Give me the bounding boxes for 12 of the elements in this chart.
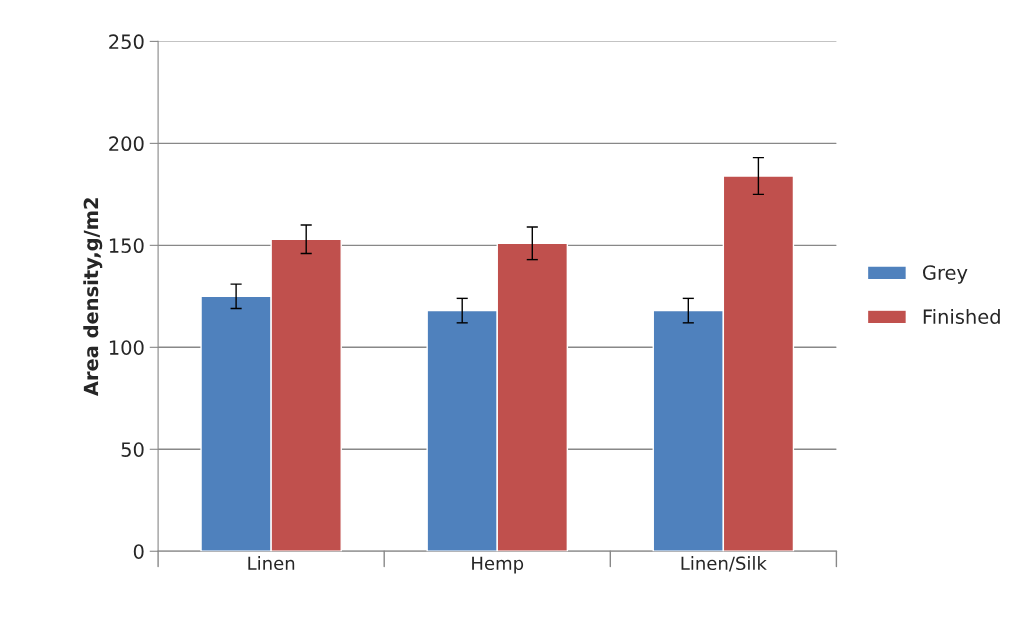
legend-label: Grey [923, 265, 968, 284]
x-tick-label: Linen/Silk [681, 556, 767, 572]
x-tick-label: Hemp [472, 556, 524, 574]
y-tick-label: 200 [109, 136, 144, 152]
y-tick-label: 100 [109, 340, 144, 355]
y-tick-label: 150 [109, 238, 144, 254]
x-tick-label: Linen [248, 556, 295, 571]
y-tick-label: 250 [109, 34, 144, 50]
y-axis-title: Area density,g/m2 [83, 198, 103, 397]
legend-label: Finished [923, 308, 1000, 325]
y-tick-label: 50 [121, 442, 144, 457]
y-tick-label: 0 [133, 544, 144, 559]
